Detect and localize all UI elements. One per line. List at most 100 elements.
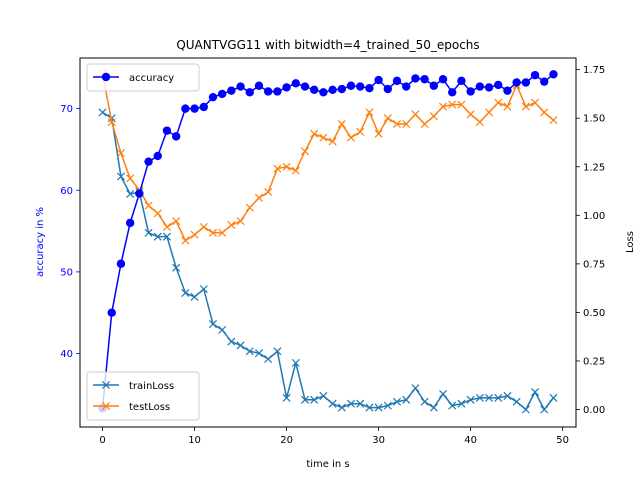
accuracy-point — [319, 88, 328, 97]
trainLoss-point — [144, 228, 153, 237]
accuracy-point — [300, 82, 310, 91]
trainLoss-point — [531, 388, 540, 397]
testLoss-point — [485, 108, 494, 117]
testLoss-point — [181, 236, 190, 245]
accuracy-point — [282, 83, 291, 92]
trainLoss-point — [429, 403, 438, 412]
legend-item-accuracy: accuracy — [93, 72, 174, 84]
trainLoss-point — [549, 393, 558, 402]
y-right-tick-label: 1.50 — [583, 114, 605, 125]
testLoss-point — [319, 133, 328, 142]
testLoss-point — [300, 147, 310, 156]
trainLoss-point — [402, 395, 411, 404]
testLoss-point — [245, 203, 254, 212]
testLoss-point — [365, 108, 374, 117]
accuracy-point — [484, 83, 494, 92]
testLoss-point — [346, 133, 356, 142]
trainLoss-point — [494, 393, 503, 402]
accuracy-point — [116, 259, 126, 268]
accuracy-point — [429, 81, 439, 90]
trainLoss-point — [475, 393, 484, 402]
testLoss-point — [457, 100, 466, 109]
y-left-tick-label: 60 — [60, 186, 73, 197]
trainLoss-point — [153, 232, 162, 241]
accuracy-point — [346, 81, 356, 90]
accuracy-point — [190, 104, 199, 113]
trainLoss-point — [439, 389, 448, 399]
accuracy-point — [236, 82, 245, 91]
accuracy-point — [171, 132, 181, 141]
trainLoss-point — [328, 399, 337, 408]
trainLoss-point — [218, 325, 227, 334]
accuracy-point — [291, 79, 300, 88]
accuracy-point — [392, 76, 402, 86]
testLoss-point — [420, 120, 429, 129]
trainLoss-point — [457, 399, 466, 408]
trainLoss-point — [291, 358, 300, 367]
accuracy-point — [466, 87, 475, 96]
legend-label-accuracy: accuracy — [129, 73, 174, 84]
testLoss-point — [466, 110, 475, 119]
accuracy-point — [494, 80, 503, 90]
trainLoss-point — [356, 399, 365, 408]
trainLoss-point — [420, 397, 429, 406]
legend-item-testLoss: testLoss — [93, 401, 170, 413]
y-axis-left-label: accuracy in % — [35, 207, 46, 277]
testLoss-point — [429, 112, 438, 121]
accuracy-point — [356, 82, 365, 91]
legend-item-trainLoss: trainLoss — [93, 380, 174, 392]
accuracy-point — [438, 75, 448, 84]
accuracy-point — [153, 151, 162, 161]
series-testLoss — [98, 69, 558, 245]
testLoss-point — [521, 102, 530, 111]
legend-label-trainLoss: trainLoss — [129, 381, 174, 392]
testLoss-point — [282, 162, 291, 171]
trainLoss-point — [172, 263, 181, 272]
x-tick-label: 20 — [280, 435, 293, 446]
legend-label-testLoss: testLoss — [129, 402, 170, 413]
accuracy-point — [273, 87, 282, 96]
x-tick-label: 0 — [99, 435, 105, 446]
accuracy-point — [530, 70, 540, 80]
trainLoss-point — [540, 405, 549, 414]
x-axis-label: time in s — [306, 459, 349, 470]
trainLoss-point — [383, 401, 392, 410]
testLoss-point — [503, 102, 512, 111]
accuracy-point — [309, 85, 319, 95]
y-right-tick-label: 1.75 — [583, 65, 605, 76]
testLoss-point — [540, 108, 549, 117]
testLoss-point — [236, 217, 245, 226]
trainLoss-point — [116, 172, 125, 181]
accuracy-point — [448, 88, 457, 97]
trainLoss-point — [162, 232, 171, 241]
x-tick-label: 40 — [464, 435, 477, 446]
trainLoss-point — [126, 189, 135, 198]
testLoss-point — [328, 137, 337, 146]
legend-accuracy: accuracy — [86, 63, 200, 92]
trainLoss-point — [337, 403, 346, 412]
accuracy-point — [135, 189, 144, 198]
trainLoss-point — [300, 395, 310, 404]
trainLoss-point — [264, 355, 273, 364]
trainLoss-point — [319, 391, 328, 400]
testLoss-point — [153, 209, 162, 218]
y-left-tick-label: 40 — [60, 349, 73, 360]
trainLoss-point — [199, 285, 208, 294]
trainLoss-point — [227, 337, 236, 346]
accuracy-point — [107, 308, 116, 317]
accuracy-point — [457, 76, 466, 86]
x-tick-label: 30 — [372, 435, 385, 446]
trainLoss-point — [245, 347, 254, 356]
accuracy-point — [374, 75, 383, 85]
testLoss-point — [107, 118, 116, 127]
legend-box — [86, 63, 200, 92]
testLoss-point — [402, 120, 411, 129]
accuracy-point — [125, 218, 135, 228]
trainLoss-point — [190, 292, 199, 301]
testLoss-point — [291, 166, 300, 175]
trainLoss-point — [181, 288, 190, 298]
x-tick-label: 10 — [188, 435, 201, 446]
y-right-tick-label: 1.00 — [583, 211, 605, 222]
testLoss-point — [392, 120, 402, 129]
